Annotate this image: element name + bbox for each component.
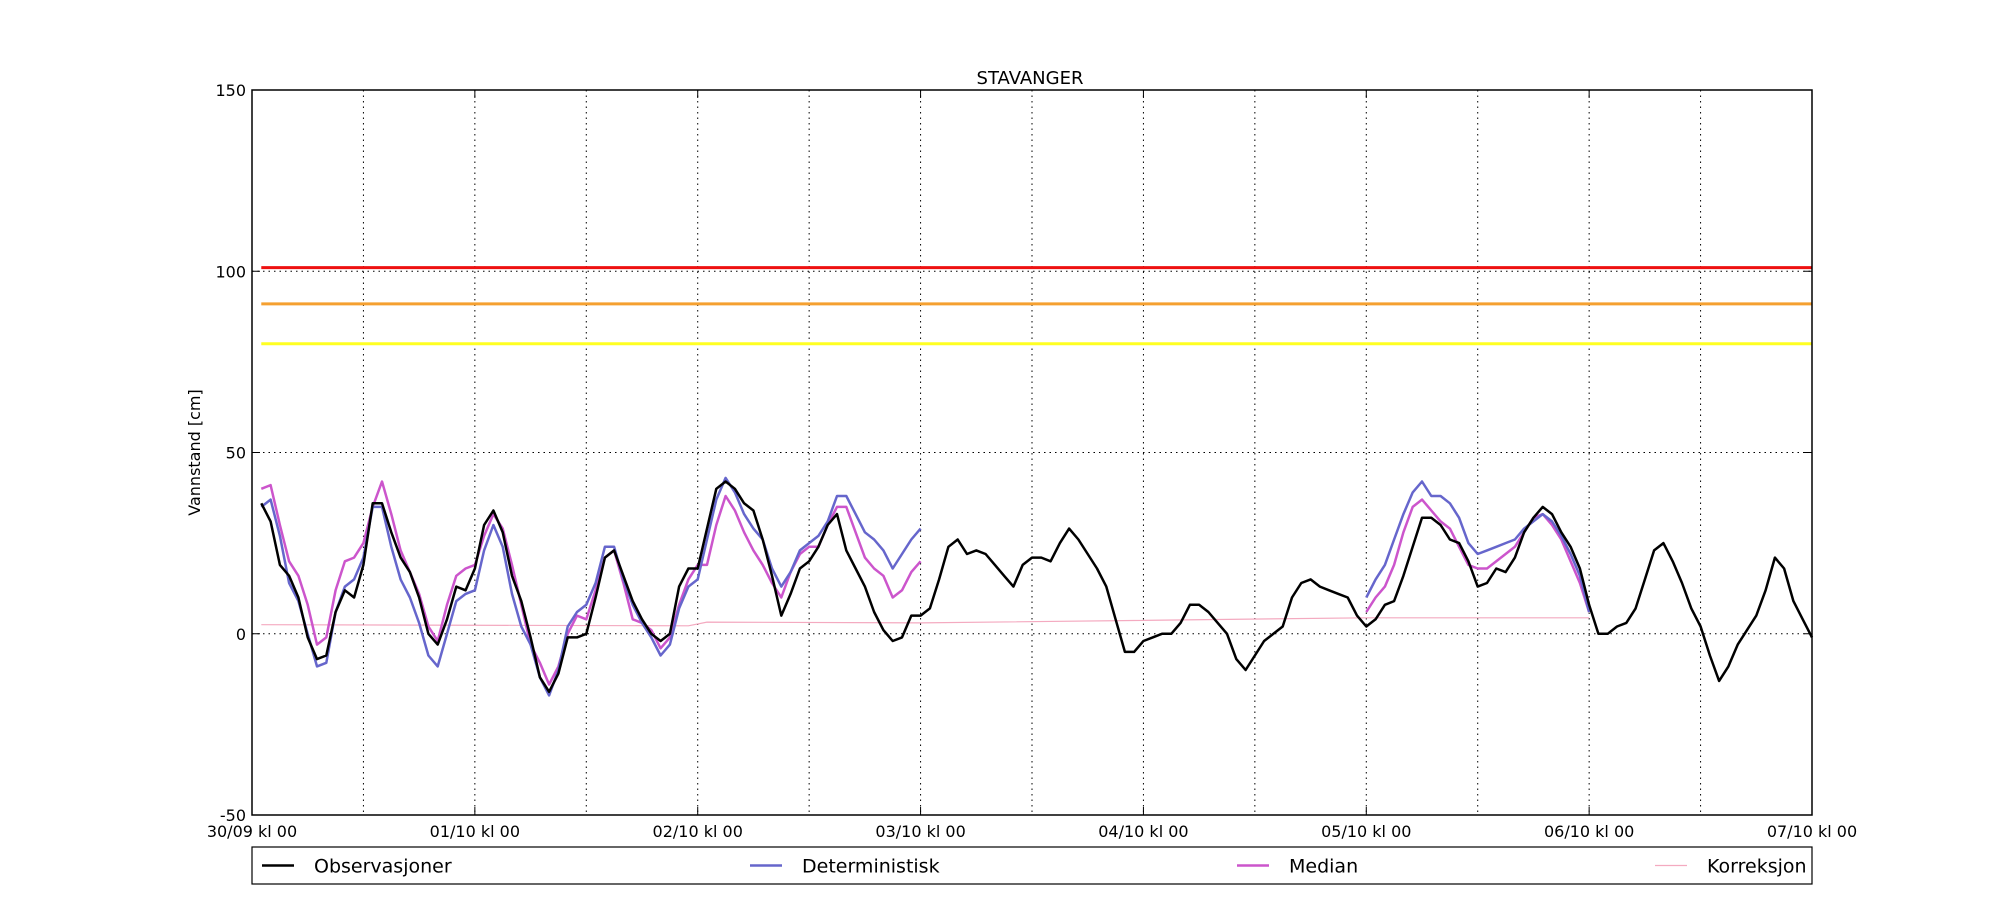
x-tick-label: 07/10 kl 00 bbox=[1767, 822, 1857, 841]
x-tick-label: 05/10 kl 00 bbox=[1321, 822, 1411, 841]
chart-title: STAVANGER bbox=[977, 68, 1084, 89]
series-line-korreksjon bbox=[261, 617, 1590, 627]
grid-layer bbox=[252, 90, 1812, 815]
x-tick-label: 06/10 kl 00 bbox=[1544, 822, 1634, 841]
x-tick-label: 30/09 kl 00 bbox=[207, 822, 297, 841]
y-tick-label: 50 bbox=[226, 444, 246, 463]
y-tick-label: 0 bbox=[236, 625, 246, 644]
series-line-deterministisk bbox=[1365, 480, 1591, 613]
y-tick-label: 150 bbox=[215, 81, 246, 100]
series-line-deterministisk bbox=[260, 476, 922, 697]
y-axis-label: Vannstand [cm] bbox=[185, 389, 204, 515]
series-line-median bbox=[260, 480, 922, 686]
series-layer bbox=[260, 476, 1814, 697]
legend-label-observasjoner: Observasjoner bbox=[314, 856, 452, 878]
legend: Observasjoner Deterministisk Median Korreks… bbox=[251, 846, 1813, 885]
y-tick-label: 100 bbox=[215, 262, 246, 281]
x-tick-label: 03/10 kl 00 bbox=[875, 822, 965, 841]
tick-layer: -50 0 50 100 150 30/09 kl 00 01/10 kl 00 02/10 … bbox=[207, 81, 1857, 841]
legend-label-median: Median bbox=[1289, 856, 1358, 878]
legend-frame bbox=[251, 846, 1813, 885]
threshold-layer bbox=[261, 266, 1812, 346]
x-tick-label: 01/10 kl 00 bbox=[430, 822, 520, 841]
series-line-observasjoner bbox=[260, 480, 1814, 694]
y-tick-label: -50 bbox=[220, 806, 246, 825]
x-tick-label: 04/10 kl 00 bbox=[1098, 822, 1188, 841]
x-tick-label: 02/10 kl 00 bbox=[653, 822, 743, 841]
legend-label-korreksjon: Korreksjon bbox=[1707, 856, 1807, 878]
legend-label-deterministisk: Deterministisk bbox=[802, 856, 940, 878]
series-line-median bbox=[1365, 498, 1591, 613]
